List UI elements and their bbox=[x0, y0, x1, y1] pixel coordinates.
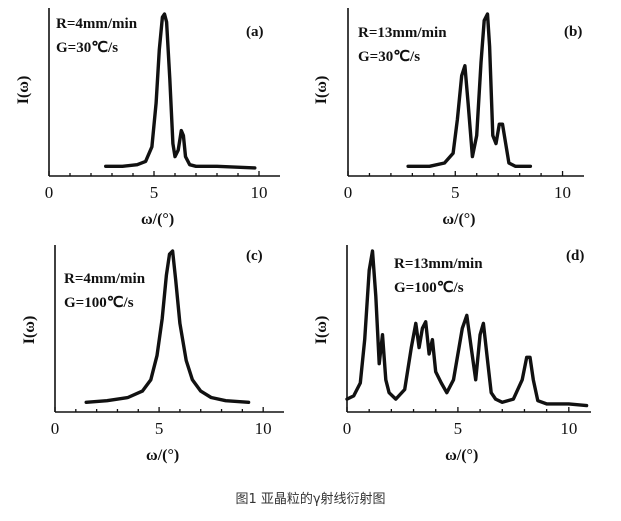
condition-annotation: G=30℃/s bbox=[358, 49, 420, 65]
x-axis-label: ω/(°) bbox=[442, 211, 475, 228]
x-tick-label: 5 bbox=[150, 183, 159, 202]
x-tick-label: 10 bbox=[255, 419, 272, 438]
panel-a: 0 5 10 ω/(°) I(ω) (a) R=4mm/min G=30℃/s bbox=[15, 8, 280, 228]
panel-c: 0 5 10 ω/(°) I(ω) (c) R=4mm/min G=100℃/s bbox=[21, 245, 284, 464]
diffraction-curve bbox=[345, 249, 589, 408]
x-tick-label: 0 bbox=[344, 183, 353, 202]
y-axis-label: I(ω) bbox=[313, 76, 330, 105]
condition-annotation: G=100℃/s bbox=[394, 280, 464, 296]
x-axis-label: ω/(°) bbox=[445, 447, 478, 464]
diffraction-curve bbox=[84, 249, 251, 404]
condition-annotation: G=100℃/s bbox=[64, 295, 134, 311]
x-tick-label: 5 bbox=[454, 419, 463, 438]
x-axis-label: ω/(°) bbox=[141, 211, 174, 228]
condition-annotation: R=13mm/min bbox=[358, 25, 447, 41]
y-axis-label: I(ω) bbox=[313, 316, 330, 345]
panel-label: (b) bbox=[564, 24, 582, 40]
figure-caption: 图1 亚晶粒的γ射线衍射图 bbox=[235, 492, 386, 507]
x-tick-label: 5 bbox=[451, 183, 460, 202]
condition-annotation: R=4mm/min bbox=[64, 271, 146, 287]
x-tick-label: 5 bbox=[155, 419, 164, 438]
panel-b: 0 5 10 ω/(°) I(ω) (b) R=13mm/min G=30℃/s bbox=[313, 8, 584, 228]
condition-annotation: R=4mm/min bbox=[56, 16, 138, 32]
panel-label: (d) bbox=[566, 248, 584, 264]
x-tick-label: 10 bbox=[251, 183, 268, 202]
panel-label: (a) bbox=[246, 24, 264, 40]
diffraction-curve bbox=[406, 12, 533, 168]
x-tick-label: 0 bbox=[51, 419, 60, 438]
x-axis-label: ω/(°) bbox=[146, 447, 179, 464]
x-tick-label: 10 bbox=[554, 183, 571, 202]
condition-annotation: G=30℃/s bbox=[56, 40, 118, 56]
y-axis-label: I(ω) bbox=[15, 76, 32, 105]
condition-annotation: R=13mm/min bbox=[394, 256, 483, 272]
y-axis-label: I(ω) bbox=[21, 316, 38, 345]
x-tick-label: 0 bbox=[343, 419, 352, 438]
x-tick-label: 0 bbox=[45, 183, 54, 202]
panel-label: (c) bbox=[246, 248, 263, 264]
panel-d: 0 5 10 ω/(°) I(ω) (d) R=13mm/min G=100℃/s bbox=[313, 245, 591, 464]
x-tick-label: 10 bbox=[560, 419, 577, 438]
diffraction-curve bbox=[104, 12, 257, 170]
